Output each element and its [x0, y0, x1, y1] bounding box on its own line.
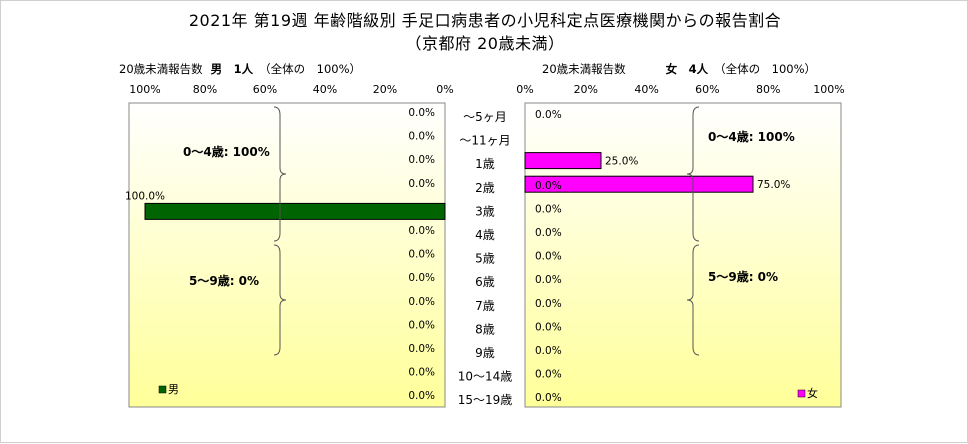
female-value-label: 0.0%	[535, 227, 562, 239]
male-value-label: 100.0%	[125, 190, 165, 202]
male-group-label-5-9: 5～9歳: 0%	[189, 273, 259, 288]
female-value-label: 0.0%	[535, 109, 562, 121]
male-plot-area	[128, 102, 446, 408]
chart-subtitle: （京都府 20歳未満）	[405, 34, 565, 53]
male-tick-label: 40%	[313, 83, 337, 96]
female-value-label: 75.0%	[757, 179, 790, 191]
male-value-label: 0.0%	[408, 367, 435, 379]
male-header-count: 男 1人	[210, 62, 254, 76]
male-value-label: 0.0%	[408, 296, 435, 308]
male-tick-label: 60%	[253, 83, 277, 96]
age-category-label: 5歳	[475, 252, 495, 266]
age-category-label: 9歳	[475, 346, 495, 360]
male-value-label: 0.0%	[408, 107, 435, 119]
male-legend-swatch	[158, 385, 167, 394]
female-value-label: 0.0%	[535, 274, 562, 286]
age-category-label: 4歳	[475, 228, 495, 242]
male-value-label: 0.0%	[408, 272, 435, 284]
female-brace-5-9	[686, 244, 700, 356]
female-tick-label: 80%	[756, 83, 780, 96]
age-category-label: 10～14歳	[458, 370, 513, 384]
male-value-label: 0.0%	[408, 249, 435, 261]
female-legend-swatch	[797, 389, 806, 398]
female-header-note: （全体の 100%）	[714, 62, 817, 76]
female-value-label: 0.0%	[535, 298, 562, 310]
male-value-label: 0.0%	[408, 225, 435, 237]
male-legend-label: 男	[168, 383, 179, 396]
female-value-label: 0.0%	[535, 251, 562, 263]
female-legend-label: 女	[807, 386, 818, 400]
female-brace-0-4	[686, 106, 700, 242]
male-value-label: 0.0%	[408, 131, 435, 143]
male-header-note: （全体の 100%）	[259, 62, 362, 76]
female-bar	[524, 152, 602, 170]
female-group-label-5-9: 5～9歳: 0%	[708, 269, 778, 284]
female-header-prefix: 20歳未満報告数	[542, 62, 626, 76]
male-value-label: 0.0%	[408, 390, 435, 402]
female-value-label: 0.0%	[535, 369, 562, 381]
female-plot-area	[524, 102, 842, 408]
female-tick-label: 60%	[695, 83, 719, 96]
female-header-count: 女 4人	[665, 62, 709, 76]
age-category-label: 1歳	[475, 157, 495, 171]
female-tick-label: 20%	[574, 83, 598, 96]
age-category-label: ～5ヶ月	[463, 110, 507, 124]
male-tick-label: 0%	[436, 83, 453, 96]
age-category-label: ～11ヶ月	[459, 134, 510, 148]
female-tick-label: 0%	[516, 83, 533, 96]
age-category-label: 2歳	[475, 181, 495, 195]
female-bar	[524, 175, 754, 193]
male-tick-label: 20%	[373, 83, 397, 96]
female-value-label: 0.0%	[535, 392, 562, 404]
female-header: 20歳未満報告数 女 4人 （全体の 100%）	[542, 61, 816, 77]
female-tick-label: 100%	[813, 83, 844, 96]
male-brace-0-4	[273, 106, 287, 242]
male-brace-5-9	[273, 244, 287, 356]
chart-title: 2021年 第19週 年齢階級別 手足口病患者の小児科定点医療機関からの報告割合	[188, 11, 782, 30]
female-group-label-0-4: 0～4歳: 100%	[708, 129, 795, 144]
male-value-label: 0.0%	[408, 154, 435, 166]
female-value-label: 0.0%	[535, 321, 562, 333]
female-value-label: 25.0%	[605, 156, 638, 168]
age-category-label: 3歳	[475, 204, 495, 218]
male-value-label: 0.0%	[408, 343, 435, 355]
male-value-label: 0.0%	[408, 178, 435, 190]
age-category-label: 8歳	[475, 322, 495, 336]
male-group-label-0-4: 0～4歳: 100%	[183, 144, 270, 159]
male-header-prefix: 20歳未満報告数	[119, 62, 203, 76]
female-value-label: 0.0%	[535, 203, 562, 215]
age-category-label: 6歳	[475, 275, 495, 289]
age-category-label: 15～19歳	[458, 393, 513, 407]
male-tick-label: 80%	[193, 83, 217, 96]
female-tick-label: 40%	[634, 83, 658, 96]
male-value-label: 0.0%	[408, 319, 435, 331]
male-bar	[144, 202, 446, 220]
female-value-label: 0.0%	[535, 180, 562, 192]
male-tick-label: 100%	[129, 83, 160, 96]
age-category-label: 7歳	[475, 299, 495, 313]
male-header: 20歳未満報告数男 1人 （全体の 100%）	[119, 61, 361, 77]
female-value-label: 0.0%	[535, 345, 562, 357]
